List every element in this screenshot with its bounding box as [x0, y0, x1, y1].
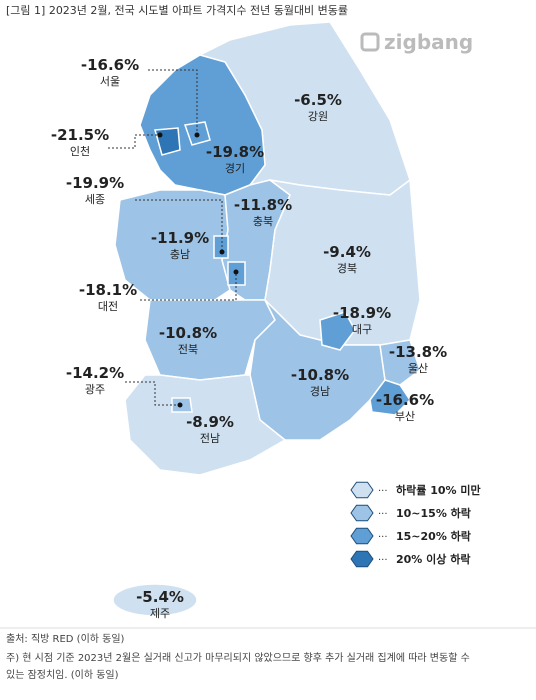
region-shape	[369, 379, 411, 416]
region-name: 광주	[85, 383, 105, 396]
figure-title: [그림 1] 2023년 2월, 전국 시도별 아파트 가격지수 전년 동월대비…	[6, 4, 348, 17]
region-name: 충남	[170, 248, 190, 261]
region-name: 대구	[352, 323, 372, 336]
region-name: 충북	[253, 215, 273, 228]
legend-swatch	[350, 550, 374, 568]
region-value: -16.6%	[81, 56, 139, 74]
region-value: -11.8%	[234, 196, 292, 214]
legend-label: 10~15% 하락	[396, 506, 471, 520]
legend-swatch	[350, 504, 374, 522]
region-name: 서울	[100, 75, 120, 88]
region-value: -8.9%	[186, 413, 234, 431]
region-name: 강원	[308, 110, 328, 123]
region-value: -6.5%	[294, 91, 342, 109]
region-shape	[112, 583, 198, 617]
region-name: 제주	[150, 607, 170, 620]
region-shape	[249, 299, 386, 441]
region-value: -9.4%	[323, 243, 371, 261]
region-name: 울산	[408, 362, 428, 375]
region-name: 전남	[200, 432, 220, 445]
legend-swatch	[350, 527, 374, 545]
region-name: 세종	[85, 193, 105, 206]
region-name: 인천	[70, 144, 90, 158]
region-value: -18.9%	[333, 304, 391, 322]
region-name: 부산	[395, 410, 415, 423]
region-value: -10.8%	[291, 366, 349, 384]
region-value: -19.8%	[206, 143, 264, 161]
region-name: 경북	[337, 262, 357, 275]
legend-label: 15~20% 하락	[396, 529, 471, 543]
region-value: -13.8%	[389, 343, 447, 361]
region-value: -18.1%	[79, 281, 137, 299]
leader-lines	[108, 69, 239, 408]
region-name: 전북	[178, 343, 198, 356]
region-shape	[379, 339, 421, 386]
region-name: 경남	[310, 385, 330, 398]
region-value: -11.9%	[151, 229, 209, 247]
legend-dots: ···	[378, 486, 388, 497]
legend-dots: ···	[378, 555, 388, 566]
legend-swatch	[350, 481, 374, 499]
region-shape	[213, 235, 229, 259]
note-line: 주) 현 시점 기준 2023년 2월은 실거래 신고가 마무리되지 않았으므로…	[6, 652, 470, 664]
region-value: -10.8%	[159, 324, 217, 342]
region-name: 경기	[225, 162, 245, 175]
legend-label: 20% 이상 하락	[396, 552, 470, 566]
legend-dots: ···	[378, 532, 388, 543]
legend-label: 하락률 10% 미만	[396, 483, 481, 497]
logo-text: zigbang	[384, 30, 473, 54]
region-shape	[124, 374, 287, 476]
logo: zigbang	[360, 30, 473, 54]
region-value: -21.5%	[51, 126, 109, 144]
region-value: -5.4%	[136, 588, 184, 606]
region-value: -14.2%	[66, 364, 124, 382]
note-line: 있는 잠정치임. (이하 동일)	[6, 668, 119, 681]
legend-dots: ···	[378, 509, 388, 520]
region-name: 대전	[98, 300, 118, 313]
region-value: -19.9%	[66, 174, 124, 192]
source: 출처: 직방 RED (이하 동일)	[6, 632, 125, 645]
region-shape	[319, 311, 356, 351]
region-value: -16.6%	[376, 391, 434, 409]
